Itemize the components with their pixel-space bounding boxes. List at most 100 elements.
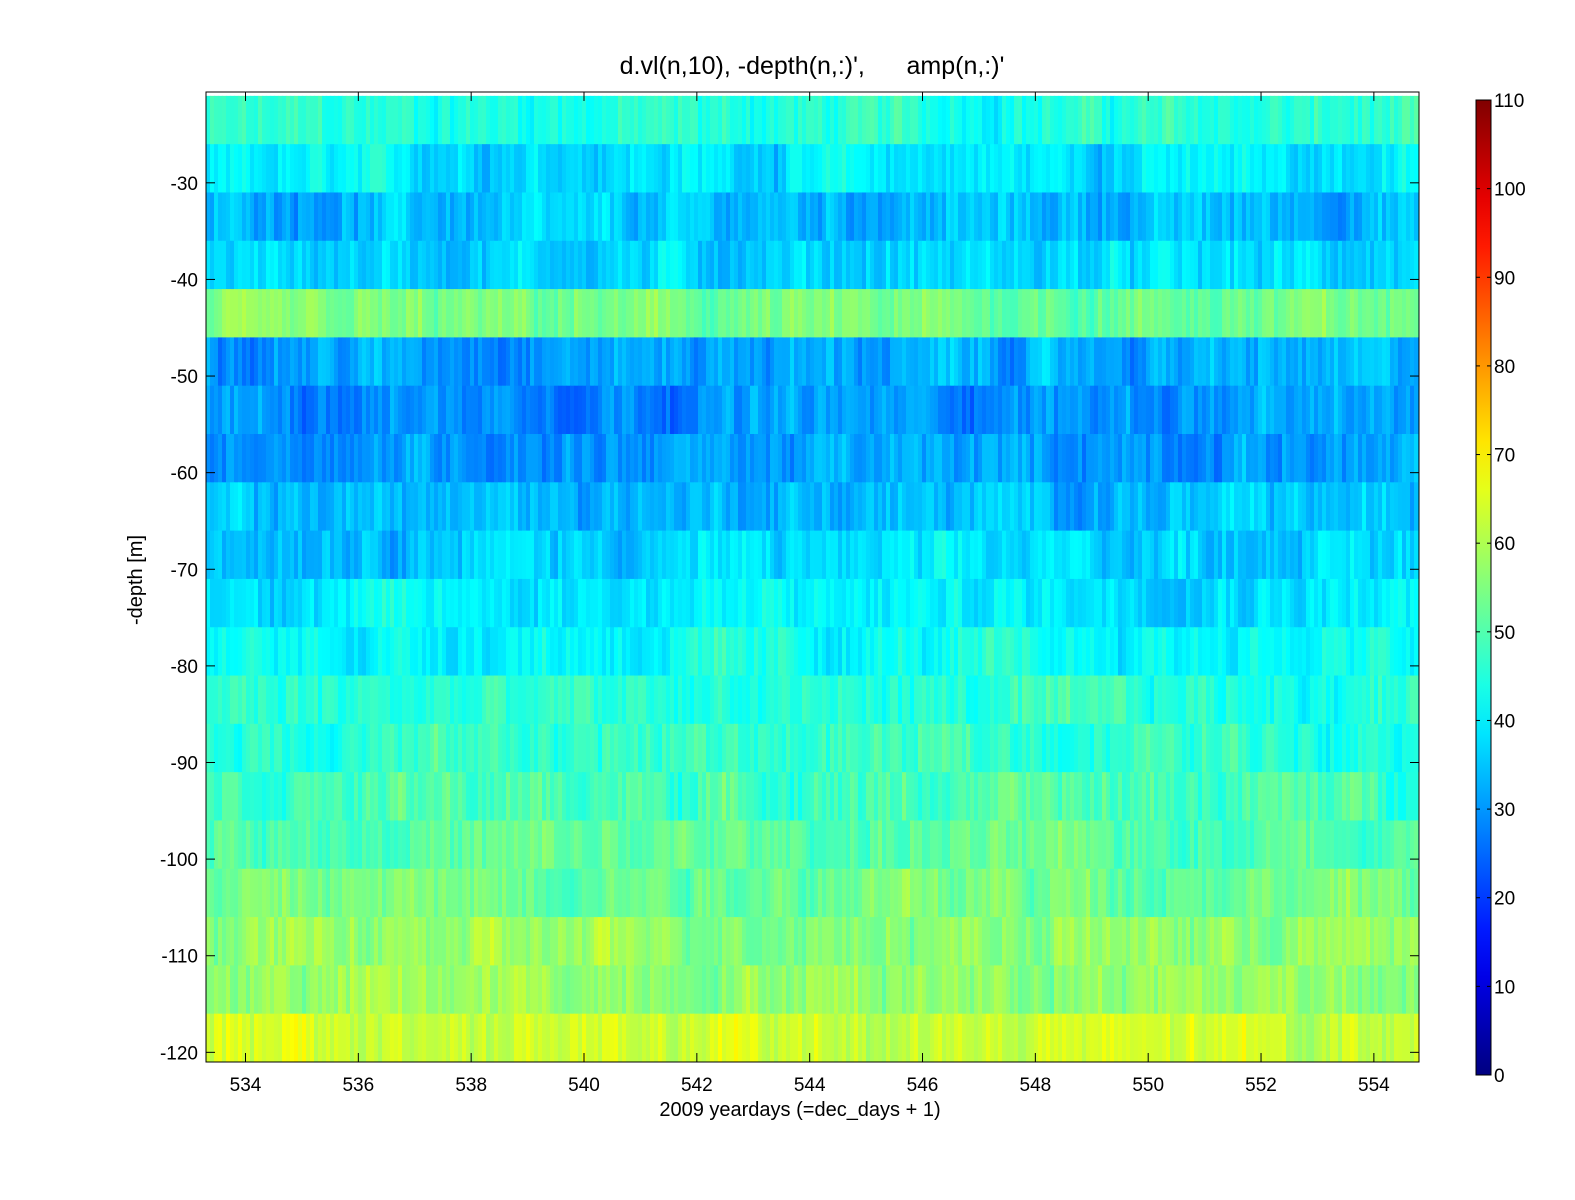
heatmap-cell — [350, 482, 355, 532]
heatmap-cell — [1174, 385, 1179, 435]
heatmap-cell — [1054, 95, 1059, 145]
heatmap-cell — [602, 820, 607, 870]
heatmap-cell — [862, 192, 867, 242]
heatmap-cell — [962, 144, 967, 193]
heatmap-cell — [450, 434, 455, 483]
heatmap-cell — [466, 868, 471, 918]
heatmap-cell — [1134, 820, 1139, 870]
heatmap-cell — [302, 240, 307, 290]
heatmap-cell — [878, 482, 883, 532]
heatmap-cell — [1058, 675, 1063, 725]
heatmap-cell — [1094, 240, 1099, 290]
heatmap-cell — [1398, 240, 1403, 290]
heatmap-cell — [1090, 95, 1095, 145]
heatmap-cell — [874, 578, 879, 628]
heatmap-cell — [410, 337, 415, 387]
heatmap-cell — [1402, 578, 1407, 628]
heatmap-cell — [1198, 95, 1203, 145]
heatmap-cell — [1138, 675, 1143, 725]
heatmap-cell — [446, 578, 451, 628]
heatmap-cell — [674, 482, 679, 532]
heatmap-cell — [1010, 772, 1015, 821]
heatmap-cell — [246, 337, 251, 387]
heatmap-cell — [1350, 337, 1355, 387]
heatmap-cell — [558, 627, 563, 677]
heatmap-cell — [550, 434, 555, 483]
heatmap-cell — [618, 385, 623, 435]
heatmap-cell — [742, 772, 747, 821]
heatmap-cell — [874, 289, 879, 338]
heatmap-cell — [642, 240, 647, 290]
heatmap-cell — [642, 95, 647, 145]
heatmap-cell — [638, 675, 643, 725]
heatmap-cell — [530, 385, 535, 435]
heatmap-cell — [482, 240, 487, 290]
heatmap-cell — [1242, 723, 1247, 773]
heatmap-cell — [366, 385, 371, 435]
heatmap-cell — [518, 289, 523, 338]
heatmap-cell — [970, 482, 975, 532]
heatmap-cell — [830, 144, 835, 193]
heatmap-cell — [474, 385, 479, 435]
heatmap-cell — [342, 627, 347, 677]
heatmap-cell — [1382, 337, 1387, 387]
heatmap-cell — [1310, 240, 1315, 290]
heatmap-cell — [986, 337, 991, 387]
heatmap-cell — [1350, 820, 1355, 870]
heatmap-cell — [1270, 627, 1275, 677]
heatmap-cell — [818, 289, 823, 338]
heatmap-cell — [502, 192, 507, 242]
heatmap-cell — [1302, 530, 1307, 580]
heatmap-cell — [498, 95, 503, 145]
heatmap-cell — [814, 578, 819, 628]
heatmap-cell — [398, 289, 403, 338]
heatmap-cell — [726, 772, 731, 821]
heatmap-cell — [550, 192, 555, 242]
heatmap-cell — [630, 337, 635, 387]
heatmap-cell — [610, 578, 615, 628]
heatmap-cell — [734, 627, 739, 677]
heatmap-cell — [582, 530, 587, 580]
heatmap-cell — [822, 95, 827, 145]
heatmap-cell — [526, 95, 531, 145]
heatmap-cell — [250, 482, 255, 532]
heatmap-cell — [258, 675, 263, 725]
heatmap-cell — [550, 723, 555, 773]
heatmap-cell — [690, 820, 695, 870]
heatmap-cell — [686, 95, 691, 145]
heatmap-cell — [1322, 530, 1327, 580]
heatmap-cell — [466, 530, 471, 580]
heatmap-cell — [1242, 482, 1247, 532]
heatmap-cell — [1250, 95, 1255, 145]
heatmap-cell — [586, 95, 591, 145]
heatmap-cell — [434, 385, 439, 435]
heatmap-cell — [1406, 820, 1411, 870]
heatmap-cell — [690, 289, 695, 338]
heatmap-cell — [662, 820, 667, 870]
heatmap-cell — [618, 723, 623, 773]
heatmap-cell — [786, 95, 791, 145]
heatmap-cell — [962, 820, 967, 870]
heatmap-cell — [1362, 192, 1367, 242]
heatmap-cell — [682, 772, 687, 821]
heatmap-cell — [1298, 482, 1303, 532]
heatmap-cell — [270, 868, 275, 918]
heatmap-cell — [658, 240, 663, 290]
heatmap-cell — [470, 95, 475, 145]
heatmap-cell — [806, 675, 811, 725]
heatmap-cell — [1010, 578, 1015, 628]
heatmap-cell — [1182, 578, 1187, 628]
heatmap-cell — [934, 337, 939, 387]
heatmap-cell — [494, 772, 499, 821]
heatmap-cell — [270, 723, 275, 773]
heatmap-cell — [1098, 337, 1103, 387]
heatmap-cell — [290, 675, 295, 725]
heatmap-cell — [1226, 385, 1231, 435]
heatmap-cell — [1198, 144, 1203, 193]
heatmap-cell — [934, 434, 939, 483]
heatmap-cell — [1082, 530, 1087, 580]
heatmap-cell — [1310, 337, 1315, 387]
heatmap-cell — [1410, 192, 1415, 242]
heatmap-cell — [1406, 192, 1411, 242]
heatmap-cell — [1182, 675, 1187, 725]
